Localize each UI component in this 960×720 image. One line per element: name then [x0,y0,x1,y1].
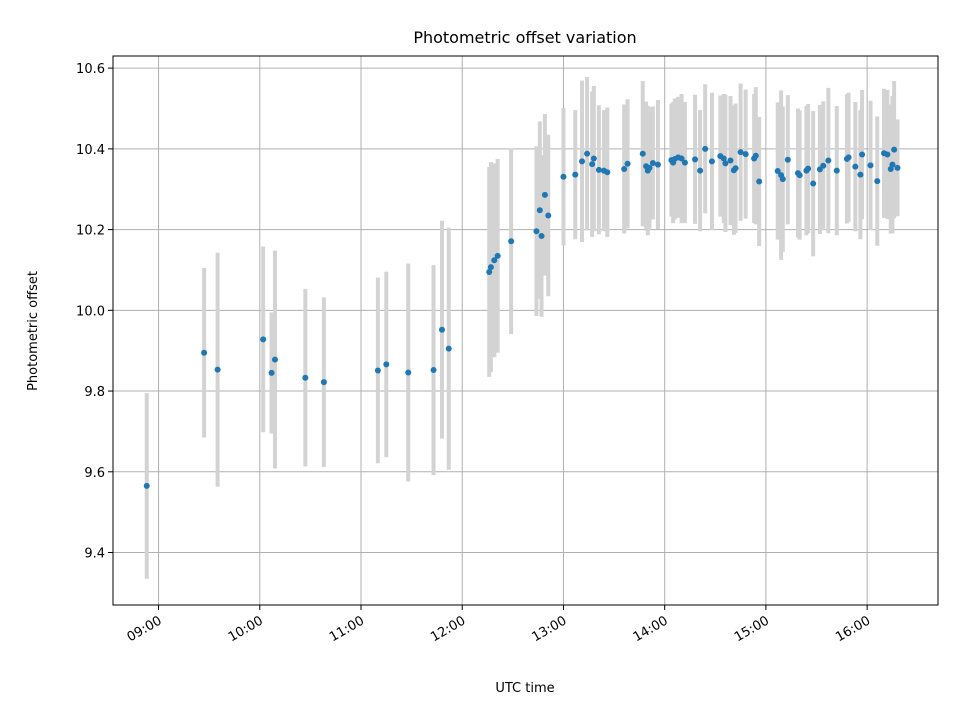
x-axis-label: UTC time [495,681,554,696]
data-point [486,268,493,275]
data-point [702,145,709,152]
data-point [874,178,881,185]
data-point [646,164,653,171]
data-point [383,361,390,368]
data-point [143,482,150,489]
data-point [589,161,596,168]
data-point [430,367,437,374]
chart-title: Photometric offset variation [413,28,636,47]
data-point [805,165,812,172]
data-point [756,178,763,185]
data-point [649,159,656,166]
y-tick-label: 9.6 [84,466,105,481]
data-point [810,180,817,187]
data-point [894,164,901,171]
data-point [825,157,832,164]
y-tick-label: 10.2 [76,224,105,239]
data-point [732,165,739,172]
data-point [545,212,552,219]
data-point [779,176,786,183]
data-point [774,168,781,175]
data-point [833,167,840,174]
data-point [681,159,688,166]
data-point [320,379,327,386]
data-point [742,151,749,158]
data-point [857,171,864,178]
data-point [268,369,275,376]
data-point [692,156,699,163]
data-point [720,155,727,162]
data-point [491,257,498,264]
data-point [796,172,803,179]
data-point [678,155,685,162]
data-point [639,150,646,157]
data-point [260,336,267,343]
data-point [201,349,208,356]
data-point [560,173,567,180]
data-point [820,162,827,169]
data-point [784,156,791,163]
data-point [494,252,501,259]
data-point [508,238,515,245]
data-point [752,152,759,159]
data-point [572,171,579,178]
data-point [722,160,729,167]
data-point [624,160,631,167]
data-point [884,151,891,158]
data-point [536,207,543,214]
y-tick-label: 9.8 [84,385,105,400]
data-point [737,149,744,156]
y-tick-label: 9.4 [84,547,105,562]
data-point [604,169,611,176]
data-point [852,163,859,170]
data-point [487,264,494,271]
data-point [541,191,548,198]
plot-frame [112,55,939,606]
data-points [143,145,901,489]
y-tick-label: 10.0 [76,304,105,319]
data-point [891,146,898,153]
data-point [438,326,445,333]
data-point [708,158,715,165]
data-point [302,374,309,381]
data-point [595,166,602,173]
data-point [214,366,221,373]
data-point [697,167,704,174]
data-point [889,161,896,168]
data-point [859,151,866,158]
data-point [867,162,874,169]
data-point [405,369,412,376]
data-point [845,154,852,161]
data-point [584,150,591,157]
data-point [538,233,545,240]
data-point [727,157,734,164]
data-point [579,158,586,165]
data-point [621,166,628,173]
data-point [533,228,540,235]
y-tick-label: 10.4 [76,143,105,158]
data-point [374,367,381,374]
y-tick-label: 10.6 [76,62,105,77]
y-axis: 9.4 9.6 9.8 10.0 10.2 10.4 10.6 [76,62,113,562]
data-point [445,345,452,352]
y-axis-label: Photometric offset [26,271,41,391]
data-point [654,161,661,168]
data-point [271,356,278,363]
data-point [590,155,597,162]
